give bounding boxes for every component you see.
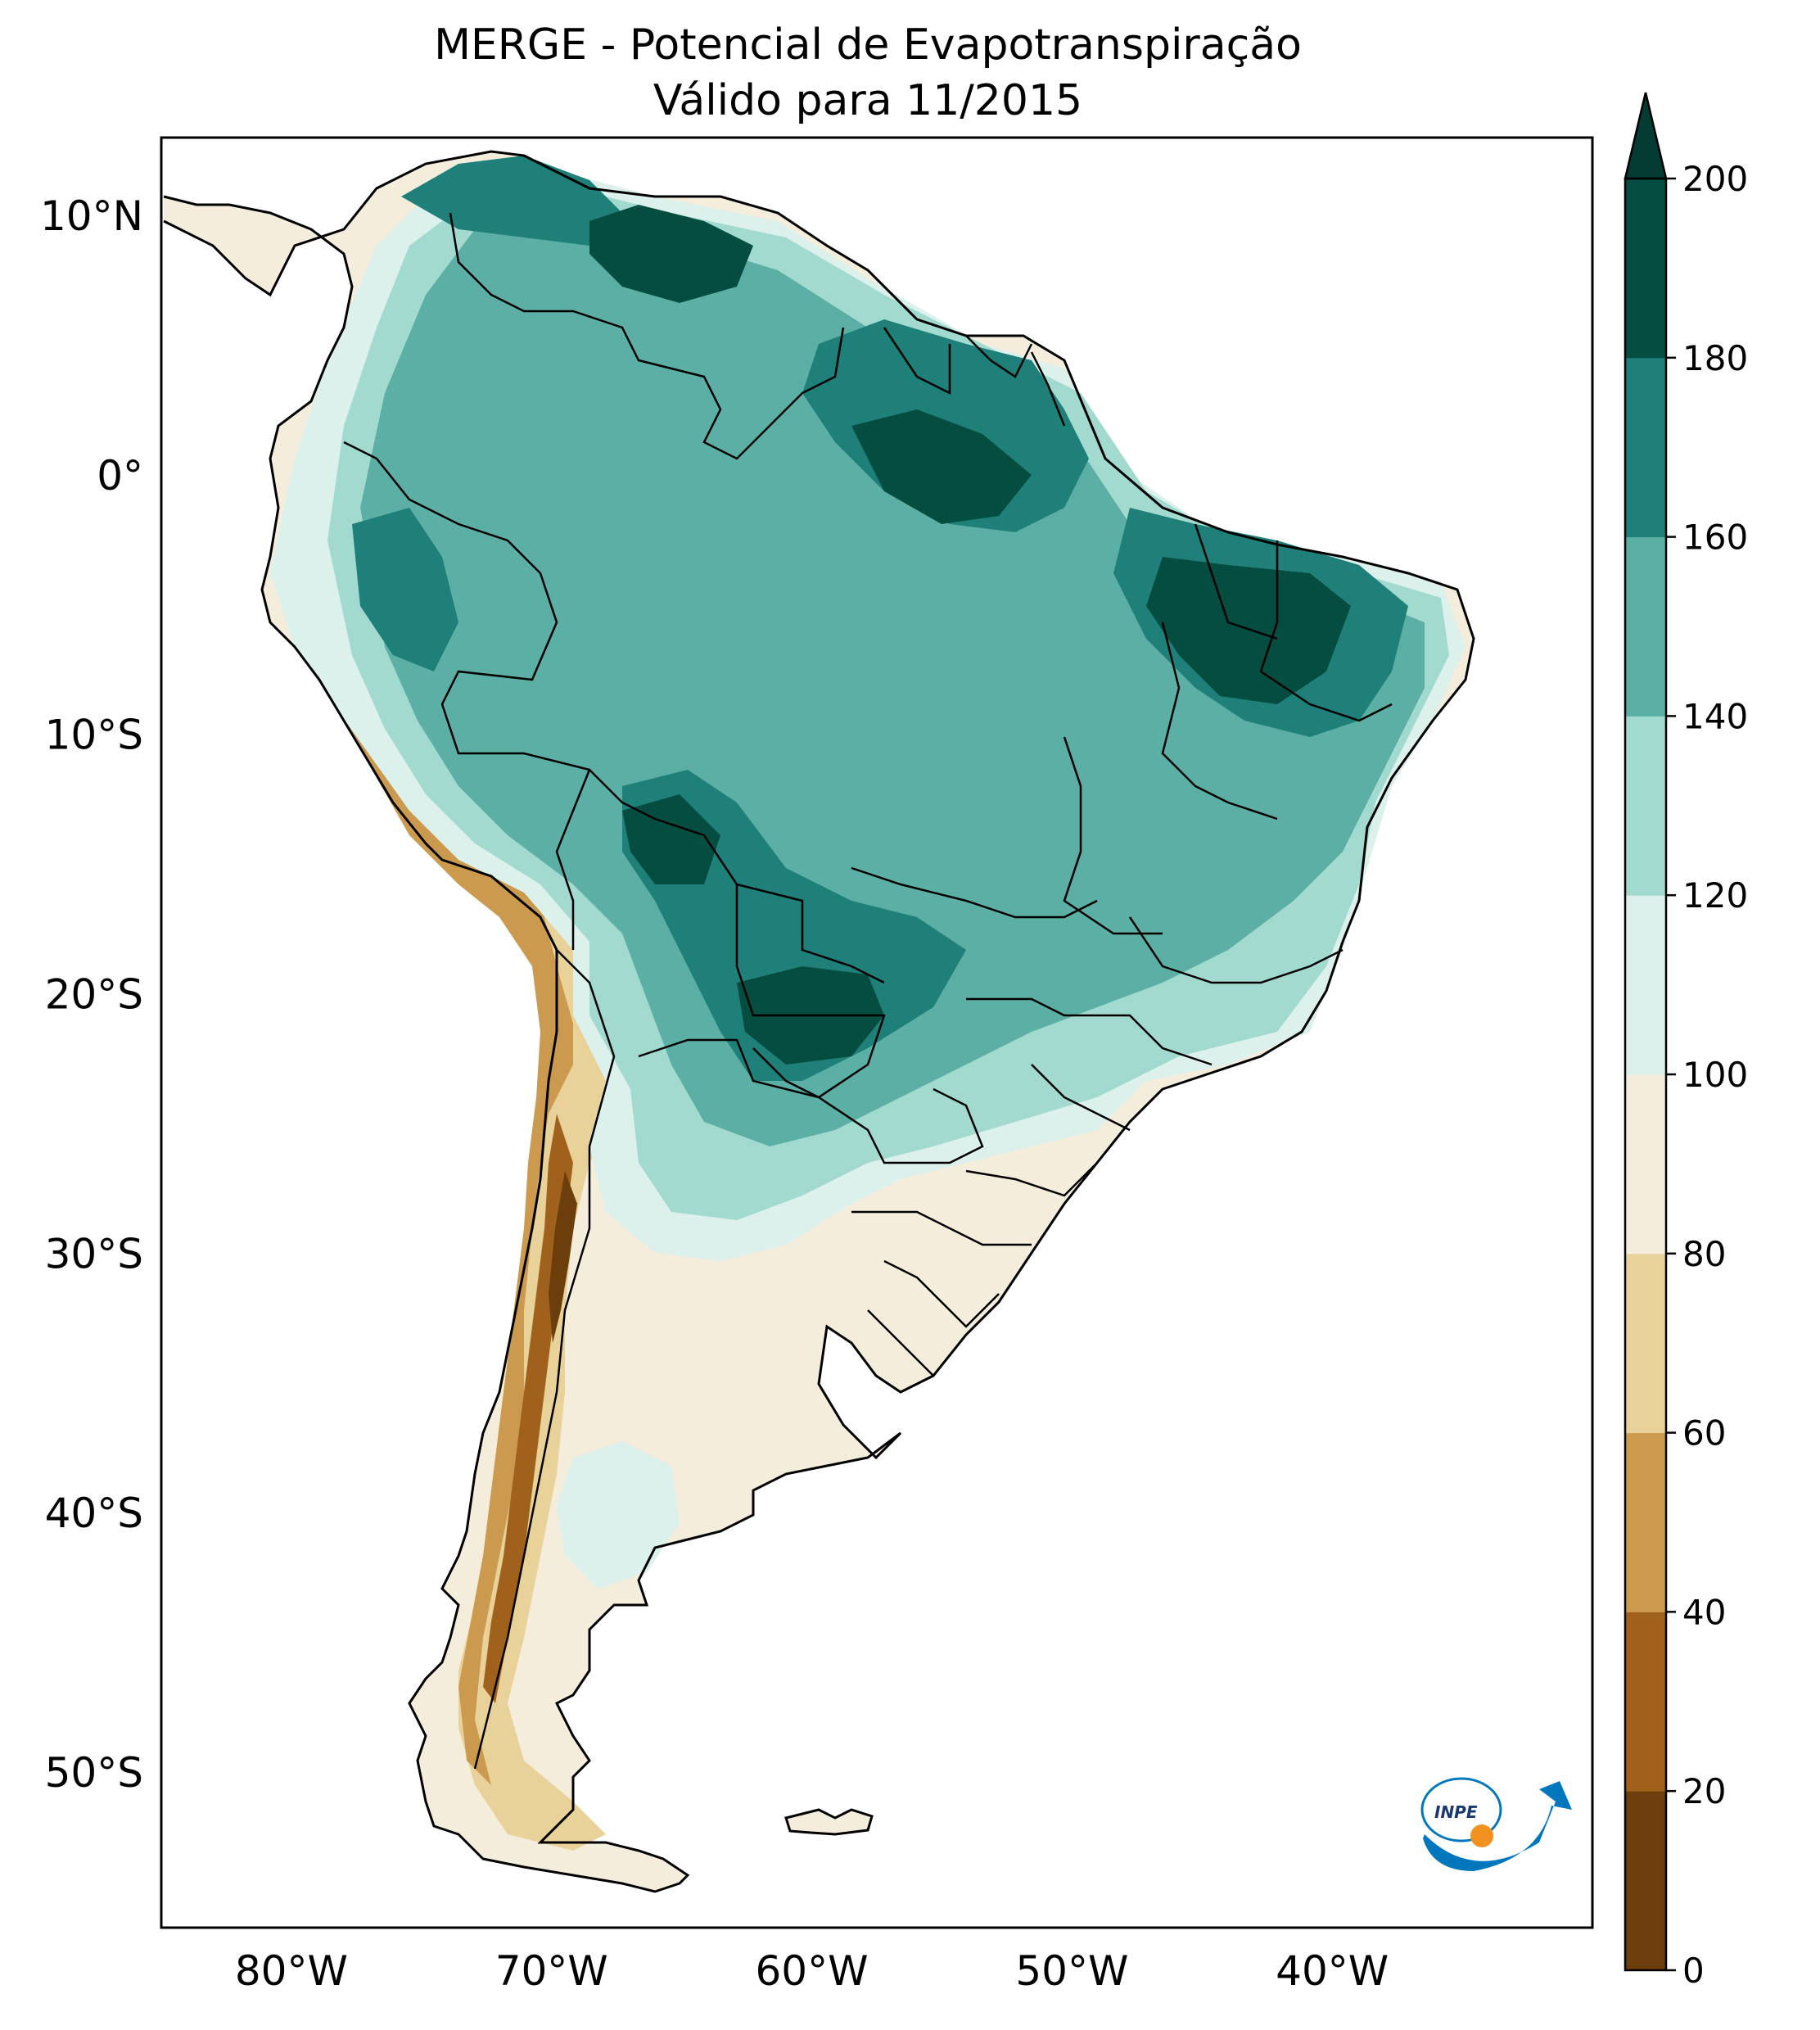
inpe-logo: INPE (1420, 1777, 1572, 1871)
y-axis: 10°N 0° 10°S 20°S 30°S 40°S 50°S (40, 192, 143, 1797)
y-tick-label: 40°S (45, 1490, 143, 1537)
region-180-200-northeast (1146, 557, 1351, 704)
andes-deep-brown (549, 1171, 577, 1343)
colorbar-tick-label: 20 (1682, 1771, 1726, 1811)
colorbar-segment (1625, 1253, 1666, 1434)
y-tick-label: 30°S (45, 1230, 143, 1277)
falkland-islands (784, 1808, 874, 1836)
colorbar-tick-label: 0 (1682, 1951, 1705, 1991)
map-title-line2: Válido para 11/2015 (653, 76, 1082, 125)
colorbar-segment (1625, 1432, 1666, 1612)
colorbar-tick-label: 140 (1682, 696, 1748, 736)
region-160-180-west (352, 508, 458, 671)
colorbar-segment (1625, 1791, 1666, 1971)
x-tick-label: 60°W (756, 1947, 869, 1995)
colorbar-tick-label: 180 (1682, 338, 1748, 378)
colorbar-segment (1625, 536, 1666, 717)
x-tick-label: 70°W (495, 1947, 608, 1995)
inpe-logo-text: INPE (1434, 1802, 1478, 1822)
y-tick-label: 20°S (45, 970, 143, 1018)
colorbar-tick-label: 80 (1682, 1234, 1726, 1274)
colorbar-extend-triangle (1624, 92, 1668, 180)
inpe-logo-sun (1470, 1824, 1493, 1847)
x-tick-label: 80°W (235, 1947, 348, 1995)
colorbar-tick-label: 160 (1682, 518, 1748, 558)
y-tick-label: 10°N (40, 192, 143, 240)
map-frame (160, 136, 1594, 1929)
inpe-logo-orbit (1420, 1777, 1502, 1842)
colorbar: 0 20 40 60 80 100 120 140 160 180 200 (1624, 92, 1748, 1991)
map-title-line1: MERGE - Potencial de Evapotranspiração (434, 20, 1302, 70)
x-tick-label: 50°W (1015, 1947, 1128, 1995)
andes-darkbrown-band (483, 1114, 573, 1703)
y-tick-label: 50°S (45, 1749, 143, 1797)
colorbar-tick-label: 200 (1682, 159, 1748, 199)
y-tick-label: 0° (97, 452, 143, 500)
colorbar-tick-label: 120 (1682, 875, 1748, 916)
colorbar-tick-label: 100 (1682, 1055, 1748, 1095)
map-area: INPE (161, 138, 1592, 1928)
y-tick-label: 10°S (45, 712, 143, 759)
x-tick-label: 40°W (1276, 1947, 1389, 1995)
colorbar-segment (1625, 895, 1666, 1075)
country-borders (343, 212, 1393, 1770)
colorbar-tick-label: 40 (1682, 1592, 1726, 1632)
region-140-160 (360, 213, 1425, 1146)
colorbar-segment (1625, 179, 1666, 359)
colorbar-segment (1625, 1612, 1666, 1792)
inpe-logo-icon (1423, 1781, 1572, 1871)
region-180-200-venezuela (589, 205, 753, 303)
colorbar-tick-label: 60 (1682, 1413, 1726, 1454)
colorbar-segment (1625, 1074, 1666, 1255)
region-180-200-bolivia (622, 794, 720, 884)
region-180-200-amazon (851, 409, 1032, 524)
continent-outline (163, 150, 1475, 1893)
colorbar-segment (1625, 357, 1666, 538)
region-100-120-patagonia (557, 1441, 680, 1589)
colorbar-segment (1625, 716, 1666, 896)
x-axis: 80°W 70°W 60°W 50°W 40°W (235, 1947, 1389, 1995)
